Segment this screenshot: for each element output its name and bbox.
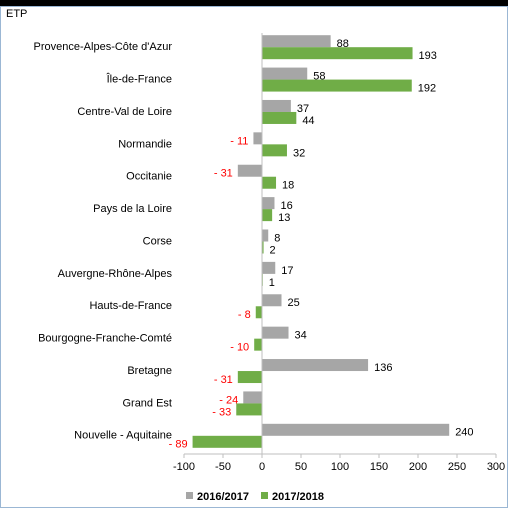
x-tick-label: 50 [295, 461, 307, 473]
value-label: 34 [295, 330, 307, 342]
value-label: 37 [297, 103, 309, 115]
category-label: Centre-Val de Loire [77, 106, 172, 118]
value-label: 17 [281, 265, 293, 277]
category-label: Hauts-de-France [89, 300, 172, 312]
bar [237, 371, 262, 384]
category-label: Nouvelle - Aquitaine [74, 430, 172, 442]
bar [262, 99, 291, 112]
category-label: Corse [143, 235, 172, 247]
bar [262, 67, 308, 80]
bar [262, 209, 273, 222]
x-tick-label: 150 [370, 461, 388, 473]
value-label: 2 [270, 244, 276, 256]
bar [236, 403, 262, 416]
bar [262, 241, 264, 254]
bar [262, 423, 450, 436]
value-label: 193 [419, 50, 437, 62]
category-label: Bourgogne-Franche-Comté [38, 333, 172, 345]
category-label: Normandie [118, 138, 172, 150]
bar [262, 359, 369, 372]
x-tick-label: 250 [448, 461, 466, 473]
value-label: 18 [282, 180, 294, 192]
x-tick-label: 200 [409, 461, 427, 473]
value-label: 16 [280, 200, 292, 212]
value-label: 1 [269, 277, 275, 289]
bar [253, 132, 262, 145]
x-tick-label: 0 [259, 461, 265, 473]
bar [262, 261, 276, 274]
category-label: Auvergne-Rhône-Alpes [58, 268, 173, 280]
value-label: - 24 [219, 394, 238, 406]
bar [262, 79, 412, 92]
category-label: Grand Est [122, 397, 172, 409]
bar [262, 294, 282, 307]
category-label: Provence-Alpes-Côte d'Azur [34, 41, 173, 53]
bar [255, 306, 262, 319]
x-tick-label: -50 [215, 461, 231, 473]
category-label: Île-de-France [106, 72, 172, 85]
header-bar [0, 0, 508, 6]
value-label: - 8 [238, 309, 251, 321]
value-label: 32 [293, 147, 305, 159]
value-label: - 11 [230, 135, 248, 147]
value-label: 8 [274, 232, 280, 244]
bar [262, 326, 289, 339]
value-label: 13 [278, 212, 290, 224]
value-label: - 10 [230, 342, 249, 354]
legend-label: 2016/2017 [197, 491, 249, 503]
category-label: Pays de la Loire [93, 203, 172, 215]
x-tick-label: 300 [487, 461, 505, 473]
bar [192, 435, 262, 448]
value-label: - 31 [214, 168, 233, 180]
value-label: 58 [313, 70, 325, 82]
bar [262, 229, 269, 242]
value-label: 192 [418, 82, 436, 94]
legend-swatch [261, 492, 268, 499]
bar [262, 144, 287, 157]
value-label: 240 [455, 427, 473, 439]
legend-label: 2017/2018 [272, 491, 324, 503]
bar [262, 35, 331, 48]
x-tick-label: -100 [173, 461, 195, 473]
legend-swatch [186, 492, 193, 499]
unit-label: ETP [6, 8, 27, 20]
x-tick-label: 100 [331, 461, 349, 473]
value-label: 136 [374, 362, 392, 374]
category-label: Occitanie [126, 171, 172, 183]
bar [262, 111, 297, 124]
bar [262, 197, 275, 210]
value-label: - 33 [212, 406, 231, 418]
value-label: - 31 [214, 374, 233, 386]
bar [262, 47, 413, 60]
value-label: 25 [288, 297, 300, 309]
bar [237, 164, 262, 177]
category-label: Bretagne [127, 365, 172, 377]
bar [254, 338, 262, 351]
value-label: 44 [302, 115, 314, 127]
bar [243, 391, 262, 404]
value-label: - 89 [169, 439, 188, 451]
bar [262, 176, 277, 189]
value-label: 88 [337, 38, 349, 50]
